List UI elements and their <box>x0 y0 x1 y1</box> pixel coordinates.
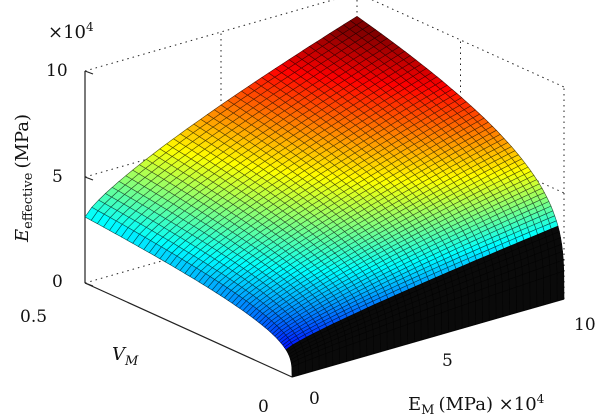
surface-patch <box>502 289 510 318</box>
surface-patch <box>413 319 422 343</box>
surface-patch <box>461 302 470 329</box>
z-tick-mark <box>84 176 94 181</box>
surface-patch <box>543 275 551 306</box>
surface-patch <box>468 300 476 327</box>
surface-patch <box>400 324 408 347</box>
surface-patch <box>393 326 402 349</box>
surface-patch <box>522 282 531 312</box>
surface-patch <box>488 293 497 321</box>
surface-mesh <box>84 15 565 378</box>
surface-patch <box>325 350 334 368</box>
surface-patch <box>345 343 354 362</box>
vm-axis-line <box>84 282 293 378</box>
surface-patch <box>495 291 504 319</box>
z-tick-mark <box>84 70 94 75</box>
surface-patch <box>536 277 544 308</box>
surface-patch <box>427 314 436 339</box>
z-tick-mark <box>84 282 94 287</box>
surface-patch <box>298 360 306 376</box>
surface-patch <box>515 284 524 313</box>
surface-patch <box>332 348 340 366</box>
vm-tick-0.5: 0.5 <box>20 307 47 327</box>
z-axis-label: Eeffective(MPa) <box>12 114 36 243</box>
surface-patch <box>386 328 395 351</box>
em-tick-0: 0 <box>309 389 320 409</box>
surface-patch <box>441 309 449 335</box>
surface-patch <box>305 358 313 374</box>
surface-patch <box>311 355 320 372</box>
surface-patch <box>454 305 463 331</box>
surface-patch <box>475 298 483 325</box>
surface-patch <box>420 316 429 341</box>
z-tick-10: 10 <box>46 61 68 81</box>
vm-axis-label: VM <box>112 344 139 369</box>
surface-patch <box>434 312 442 337</box>
surface-patch <box>318 353 327 370</box>
surface-patch <box>529 279 538 310</box>
z-exponent-label: ×104 <box>48 20 94 43</box>
em-axis-label: EM (MPa) ×104 <box>408 392 545 418</box>
em-tick-10: 10 <box>574 315 596 335</box>
surface-patch <box>366 336 374 356</box>
tick-labels: 10 5 0 0.5 0 0 5 10 <box>20 61 596 417</box>
surface-patch <box>373 333 381 354</box>
surface-patch <box>339 345 347 364</box>
z-tick-0: 0 <box>52 272 63 292</box>
surface-patch <box>556 270 565 302</box>
surface-patch <box>509 286 517 316</box>
surface-patch <box>549 272 558 304</box>
z-tick-5: 5 <box>52 167 63 187</box>
surface-patch <box>407 321 415 345</box>
vm-tick-0: 0 <box>258 397 269 417</box>
surface-patch <box>379 331 388 352</box>
surface-patch <box>359 338 368 358</box>
surface-patch <box>291 363 300 378</box>
surface-patch <box>481 295 490 323</box>
surface-patch <box>447 307 456 333</box>
surface-patch <box>352 340 361 360</box>
em-tick-5: 5 <box>442 351 453 371</box>
